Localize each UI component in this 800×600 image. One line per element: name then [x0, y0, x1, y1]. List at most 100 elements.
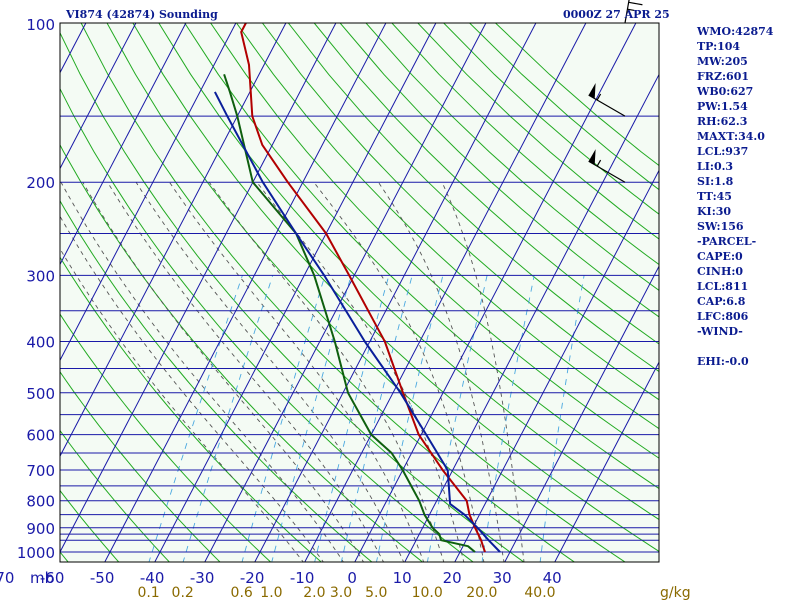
isotherm [504, 265, 659, 562]
index-line: LFC:806 [697, 310, 749, 323]
isotherm [404, 73, 659, 562]
wind-barb [588, 83, 626, 117]
index-line: TT:45 [697, 190, 732, 203]
index-line: -WIND- [697, 325, 743, 338]
moist-adiabat [256, 181, 465, 562]
pressure-tick-label: 500 [26, 385, 55, 403]
mixing-ratio-unit: g/kg [660, 585, 691, 600]
isotherm [60, 23, 287, 458]
temperature-tick-label: -10 [290, 569, 315, 587]
index-line: CINH:0 [697, 265, 744, 278]
mixing-ratio-line [241, 275, 326, 562]
dry-adiabat [60, 143, 424, 562]
index-line: WMO:42874 [697, 25, 774, 38]
dry-adiabat [365, 23, 659, 292]
pressure-tick-label: 100 [26, 16, 55, 34]
moist-adiabat [208, 181, 445, 562]
index-line: TP:104 [697, 40, 741, 53]
pressure-tick-label: 1000 [17, 544, 55, 562]
dry-adiabat [60, 370, 221, 562]
index-line: LCL:811 [697, 280, 749, 293]
dry-adiabat [236, 23, 659, 430]
mixing-ratio-line [148, 275, 243, 562]
temperature-tick-label: 40 [543, 569, 562, 587]
mixing-ratio-label: 20.0 [466, 585, 497, 600]
dry-adiabat [60, 87, 474, 562]
index-line: SI:1.8 [697, 175, 734, 188]
mixing-ratio-label: 40.0 [524, 585, 555, 600]
moist-adiabat [107, 181, 385, 562]
isotherm [104, 23, 387, 562]
moist-adiabat [378, 181, 505, 562]
moist-adiabat [135, 181, 405, 562]
dry-adiabat [391, 23, 659, 266]
mixing-ratio-label: 1.0 [260, 585, 282, 600]
dry-adiabat [60, 199, 373, 562]
pressure-tick-label: 200 [26, 174, 55, 192]
index-line: EHI:-0.0 [697, 355, 749, 368]
pressure-tick-label: 400 [26, 333, 55, 351]
mixing-ratio-line [271, 275, 352, 562]
dewpoint-profile [223, 73, 476, 553]
dry-adiabat [60, 31, 525, 562]
mixing-ratio-line [539, 275, 585, 562]
dry-adiabat [132, 23, 659, 552]
mixing-ratio-label: 2.0 [303, 585, 325, 600]
index-line: SW:156 [697, 220, 744, 233]
mixing-ratio-label: 3.0 [330, 585, 352, 600]
temperature-tick-label: 0 [347, 569, 357, 587]
index-line: LI:0.3 [697, 160, 734, 173]
dry-adiabat [60, 313, 272, 562]
wind-barb [624, 0, 643, 24]
index-line: PW:1.54 [697, 100, 748, 113]
dry-adiabat [184, 23, 659, 490]
moist-adiabat [60, 215, 324, 562]
index-line: CAPE:0 [697, 250, 743, 263]
moist-adiabat [60, 247, 304, 562]
temperature-tick-label: -40 [140, 569, 165, 587]
mixing-ratio-label: 5.0 [365, 585, 387, 600]
index-line: -PARCEL- [697, 235, 757, 248]
index-line: MW:205 [697, 55, 748, 68]
mixing-ratio-label: 0.6 [231, 585, 253, 600]
parcel-profile [214, 91, 501, 553]
dry-adiabat [495, 23, 659, 167]
dry-adiabat [0, 23, 18, 563]
isotherm [254, 23, 537, 562]
pressure-tick-label: 800 [26, 493, 55, 511]
isotherm [60, 23, 337, 554]
index-line: WB0:627 [697, 85, 754, 98]
index-line: MAXT:34.0 [697, 130, 765, 143]
pressure-tick-label: 900 [26, 520, 55, 538]
mixing-ratio-label: 10.0 [412, 585, 443, 600]
valid-time: 0000Z 27 APR 25 [563, 8, 670, 21]
station-title: VI874 (42874) Sounding [66, 8, 218, 21]
dry-adiabat [60, 256, 323, 562]
isotherm [154, 23, 437, 562]
pressure-tick-label: 300 [26, 267, 55, 285]
isotherm [60, 23, 137, 170]
temperature-tick-label: -60 [40, 569, 65, 587]
dry-adiabat [106, 23, 626, 562]
index-line: LCL:937 [697, 145, 749, 158]
moist-adiabat [82, 181, 365, 562]
temperature-tick-label: -20 [240, 569, 265, 587]
isotherm [304, 23, 587, 562]
index-line: KI:30 [697, 205, 732, 218]
index-line: FRZ:601 [697, 70, 750, 83]
dry-adiabat [313, 23, 659, 345]
mixing-ratio-line [182, 275, 274, 562]
wind-barb [588, 149, 626, 183]
dry-adiabat [339, 23, 659, 318]
temperature-tick-label: 30 [493, 569, 512, 587]
temperature-tick-label: -30 [190, 569, 215, 587]
moist-adiabat [313, 181, 485, 562]
temperature-tick-label: 20 [443, 569, 462, 587]
mixing-ratio-label: 0.1 [137, 585, 159, 600]
moist-adiabat [169, 181, 425, 562]
temperature-tick-label: -70 [0, 569, 14, 587]
dry-adiabat [60, 551, 69, 562]
mixing-ratio-label: 0.2 [172, 585, 194, 600]
pressure-unit-label: mb [30, 569, 54, 587]
plot-frame [59, 22, 660, 563]
